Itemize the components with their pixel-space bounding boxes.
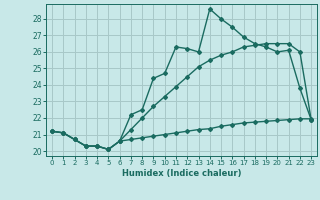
X-axis label: Humidex (Indice chaleur): Humidex (Indice chaleur) <box>122 169 241 178</box>
